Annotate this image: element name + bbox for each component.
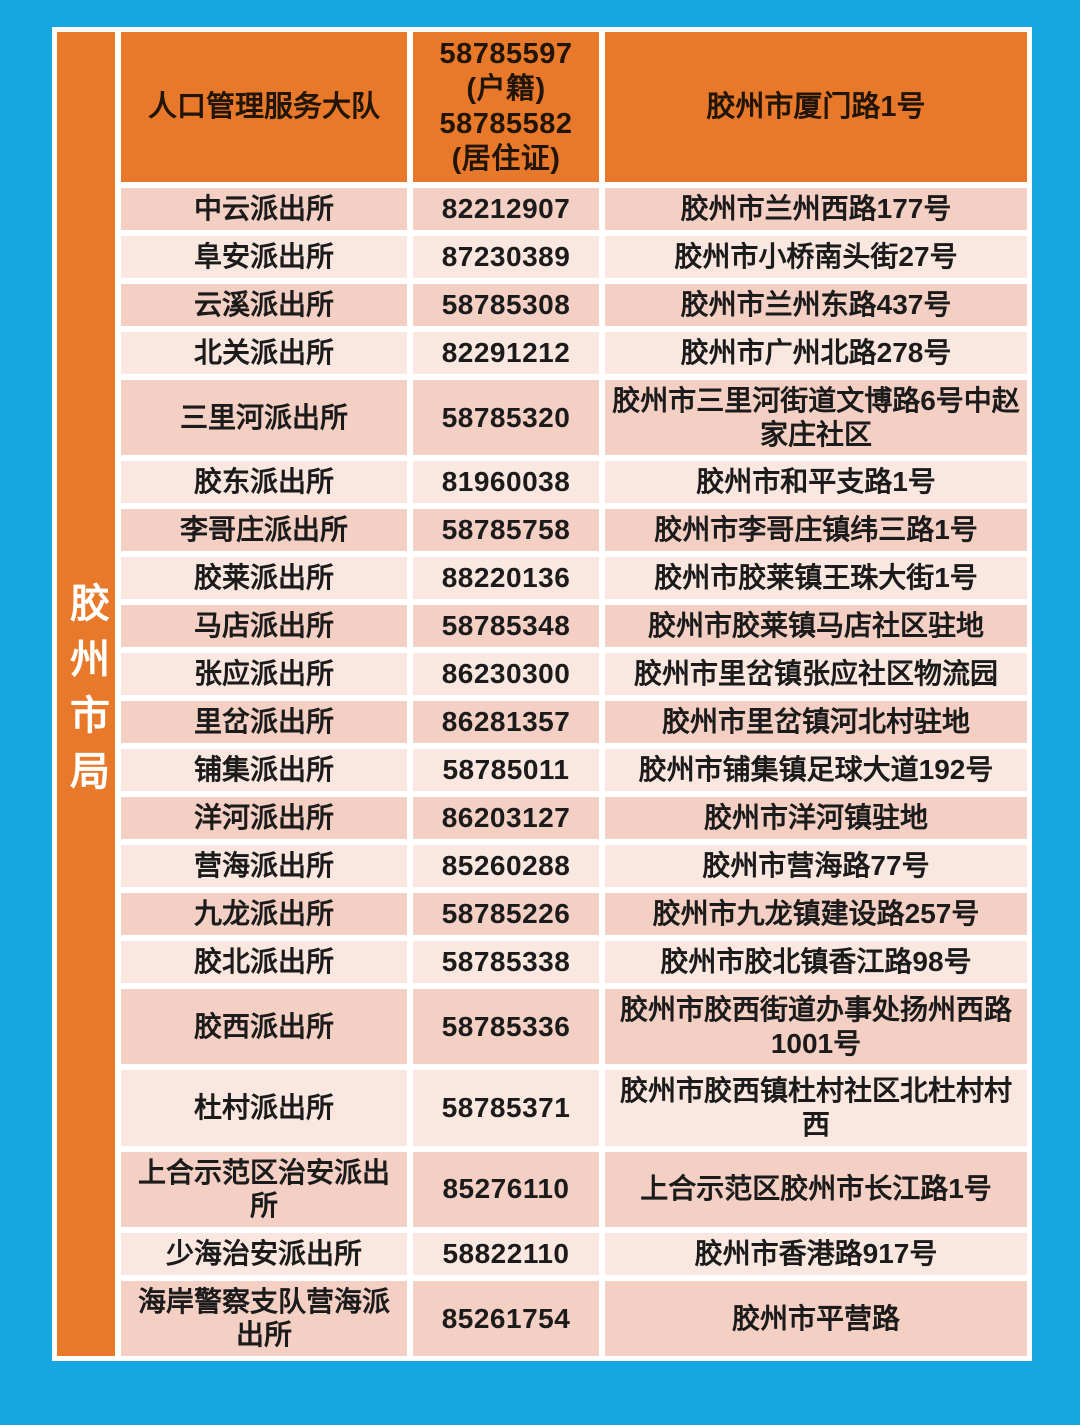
- header-phone-cell: 58785597 (户籍) 58785582 (居住证): [413, 32, 599, 182]
- station-address-cell: 胶州市兰州西路177号: [605, 188, 1027, 230]
- station-address-cell: 胶州市胶西街道办事处扬州西路1001号: [605, 989, 1027, 1065]
- station-name-cell: 胶东派出所: [121, 461, 407, 504]
- station-phone-cell: 81960038: [413, 461, 599, 504]
- station-phone-cell: 58822110: [413, 1232, 599, 1275]
- station-address-cell: 胶州市营海路77号: [605, 845, 1027, 888]
- station-name-cell: 上合示范区治安派出所: [121, 1151, 407, 1227]
- header-department-cell: 人口管理服务大队: [121, 32, 407, 182]
- station-address-cell: 胶州市小桥南头街27号: [605, 236, 1027, 278]
- station-name-cell: 海岸警察支队营海派出所: [121, 1280, 407, 1356]
- station-phone-cell: 58785338: [413, 941, 599, 984]
- station-address-cell: 胶州市胶莱镇马店社区驻地: [605, 605, 1027, 648]
- station-phone-cell: 85276110: [413, 1151, 599, 1227]
- station-phone-cell: 58785348: [413, 605, 599, 648]
- station-address-cell: 胶州市李哥庄镇纬三路1号: [605, 509, 1027, 552]
- station-address-cell: 上合示范区胶州市长江路1号: [605, 1151, 1027, 1227]
- station-address-cell: 胶州市里岔镇河北村驻地: [605, 701, 1027, 744]
- station-phone-cell: 86203127: [413, 797, 599, 840]
- station-name-cell: 铺集派出所: [121, 749, 407, 792]
- bureau-strip: 胶州市局: [57, 32, 115, 1356]
- station-phone-cell: 58785011: [413, 749, 599, 792]
- station-name-cell: 马店派出所: [121, 605, 407, 648]
- station-address-cell: 胶州市广州北路278号: [605, 332, 1027, 374]
- station-name-cell: 胶莱派出所: [121, 557, 407, 600]
- station-phone-cell: 58785758: [413, 509, 599, 552]
- station-address-cell: 胶州市里岔镇张应社区物流园: [605, 653, 1027, 696]
- station-name-cell: 胶西派出所: [121, 989, 407, 1065]
- station-phone-cell: 58785308: [413, 284, 599, 326]
- station-phone-cell: 58785336: [413, 989, 599, 1065]
- station-name-cell: 胶北派出所: [121, 941, 407, 984]
- table-grid: 人口管理服务大队 58785597 (户籍) 58785582 (居住证) 胶州…: [121, 32, 1027, 1356]
- station-phone-cell: 86281357: [413, 701, 599, 744]
- station-name-cell: 九龙派出所: [121, 893, 407, 936]
- header-address-cell: 胶州市厦门路1号: [605, 32, 1027, 182]
- table-board: 胶州市局 人口管理服务大队 58785597 (户籍) 58785582 (居住…: [52, 27, 1032, 1361]
- station-address-cell: 胶州市平营路: [605, 1280, 1027, 1356]
- station-address-cell: 胶州市胶西镇杜村社区北杜村村西: [605, 1070, 1027, 1146]
- station-address-cell: 胶州市三里河街道文博路6号中赵家庄社区: [605, 380, 1027, 456]
- station-address-cell: 胶州市九龙镇建设路257号: [605, 893, 1027, 936]
- station-name-cell: 云溪派出所: [121, 284, 407, 326]
- station-name-cell: 北关派出所: [121, 332, 407, 374]
- station-phone-cell: 58785320: [413, 380, 599, 456]
- station-phone-cell: 85260288: [413, 845, 599, 888]
- station-name-cell: 杜村派出所: [121, 1070, 407, 1146]
- station-name-cell: 里岔派出所: [121, 701, 407, 744]
- station-name-cell: 张应派出所: [121, 653, 407, 696]
- station-name-cell: 李哥庄派出所: [121, 509, 407, 552]
- station-name-cell: 阜安派出所: [121, 236, 407, 278]
- station-phone-cell: 88220136: [413, 557, 599, 600]
- station-name-cell: 营海派出所: [121, 845, 407, 888]
- station-address-cell: 胶州市兰州东路437号: [605, 284, 1027, 326]
- station-phone-cell: 87230389: [413, 236, 599, 278]
- station-phone-cell: 58785371: [413, 1070, 599, 1146]
- station-address-cell: 胶州市胶莱镇王珠大街1号: [605, 557, 1027, 600]
- station-phone-cell: 82212907: [413, 188, 599, 230]
- station-name-cell: 洋河派出所: [121, 797, 407, 840]
- station-name-cell: 三里河派出所: [121, 380, 407, 456]
- station-phone-cell: 82291212: [413, 332, 599, 374]
- station-address-cell: 胶州市洋河镇驻地: [605, 797, 1027, 840]
- station-address-cell: 胶州市铺集镇足球大道192号: [605, 749, 1027, 792]
- station-name-cell: 少海治安派出所: [121, 1232, 407, 1275]
- station-address-cell: 胶州市和平支路1号: [605, 461, 1027, 504]
- station-phone-cell: 58785226: [413, 893, 599, 936]
- station-address-cell: 胶州市香港路917号: [605, 1232, 1027, 1275]
- station-phone-cell: 86230300: [413, 653, 599, 696]
- station-name-cell: 中云派出所: [121, 188, 407, 230]
- station-address-cell: 胶州市胶北镇香江路98号: [605, 941, 1027, 984]
- bureau-strip-label: 胶州市局: [64, 581, 108, 806]
- station-phone-cell: 85261754: [413, 1280, 599, 1356]
